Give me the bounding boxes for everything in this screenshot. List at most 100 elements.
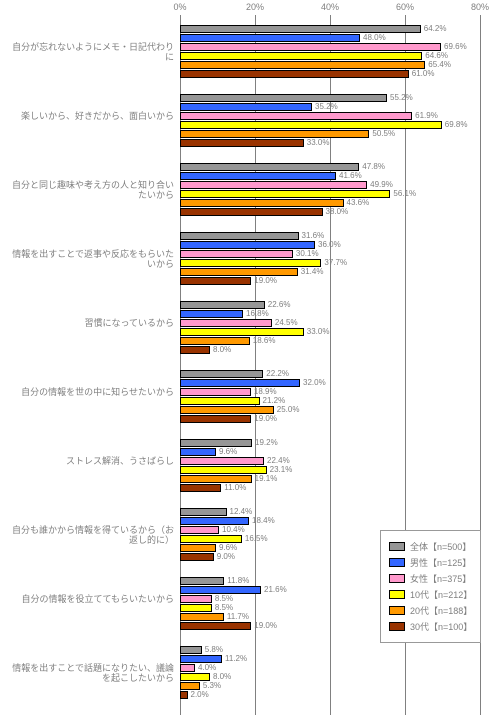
bar-value-label: 19.1% [255,474,278,483]
legend-swatch [389,542,405,551]
bar-value-label: 24.5% [275,318,298,327]
bar [180,328,304,336]
bar-value-label: 30.1% [296,249,319,258]
bar-value-label: 16.5% [245,534,268,543]
bar-value-label: 22.6% [268,300,291,309]
bar-value-label: 11.8% [227,576,249,585]
bar [180,346,210,354]
bar [180,241,315,249]
bar-value-label: 31.6% [302,231,325,240]
bar [180,484,221,492]
bar [180,337,250,345]
bar [180,121,442,129]
legend-item: 30代【n=100】 [389,620,472,633]
bar [180,103,312,111]
category-label: 楽しいから、好きだから、面白いから [4,111,174,122]
bar [180,517,249,525]
bar [180,544,216,552]
bar [180,646,202,654]
bar-value-label: 19.0% [254,621,277,630]
bar-value-label: 23.1% [270,465,293,474]
bar-value-label: 12.4% [230,507,253,516]
bar [180,163,359,171]
bar-value-label: 2.0% [191,690,209,699]
bar-value-label: 32.0% [303,378,326,387]
bar [180,94,387,102]
bar-value-label: 35.2% [315,102,338,111]
bar [180,232,299,240]
bar-value-label: 11.2% [225,654,247,663]
bar-value-label: 69.8% [445,120,468,129]
bar-value-label: 8.5% [215,603,233,612]
legend-swatch [389,558,405,567]
bar [180,52,422,60]
category-label: 自分と同じ趣味や考え方の人と知り合いたいから [4,180,174,202]
bar [180,199,344,207]
category-label: 習慣になっているから [4,318,174,329]
bar [180,535,242,543]
x-tick-label: 40% [321,2,339,12]
category-label: ストレス解消、うさばらし [4,456,174,467]
bar-value-label: 36.0% [318,240,341,249]
bar-value-label: 49.9% [370,180,393,189]
legend-swatch [389,622,405,631]
bar-value-label: 61.9% [415,111,438,120]
bar [180,595,212,603]
bar [180,655,222,663]
bar [180,466,267,474]
bar-value-label: 10.4% [222,525,245,534]
category-label: 自分も誰かから情報を得ているから（お返し的に） [4,525,174,547]
bar [180,259,321,267]
bar [180,448,216,456]
bar-value-label: 48.0% [363,33,386,42]
legend-item: 10代【n=212】 [389,588,472,601]
category-label: 情報を出すことで話題になりたい、議論を起こしたいから [4,663,174,685]
bar-value-label: 31.4% [301,267,324,276]
bar-value-label: 61.0% [412,69,435,78]
bar-value-label: 11.7% [227,612,249,621]
bar-value-label: 50.5% [372,129,395,138]
legend-swatch [389,606,405,615]
bar [180,673,210,681]
bar [180,250,293,258]
bar [180,682,200,690]
legend-label: 20代【n=188】 [410,604,472,617]
bar [180,388,251,396]
bar [180,397,260,405]
bar [180,43,441,51]
bar-value-label: 18.6% [253,336,276,345]
bar-value-label: 19.0% [254,414,277,423]
bar-value-label: 33.0% [307,138,330,147]
bar-value-label: 43.6% [347,198,370,207]
bar [180,613,224,621]
bar-value-label: 9.6% [219,543,237,552]
legend-swatch [389,574,405,583]
legend-item: 20代【n=188】 [389,604,472,617]
x-tick-label: 60% [396,2,414,12]
legend-swatch [389,590,405,599]
legend: 全体【n=500】男性【n=125】女性【n=375】10代【n=212】20代… [380,530,481,643]
bar-value-label: 9.6% [219,447,237,456]
bar [180,475,252,483]
bar-value-label: 4.0% [198,663,216,672]
bar [180,691,188,699]
bar-value-label: 55.2% [390,93,413,102]
bar [180,70,409,78]
bar [180,61,425,69]
bar-value-label: 41.6% [339,171,362,180]
bar-value-label: 9.0% [217,552,235,561]
bar-value-label: 69.6% [444,42,467,51]
legend-label: 全体【n=500】 [410,540,471,553]
bar [180,208,323,216]
chart-container: 64.2%48.0%69.6%64.6%65.4%61.0%55.2%35.2%… [0,0,502,724]
bar [180,526,219,534]
bar-value-label: 33.0% [307,327,330,336]
bar [180,25,421,33]
category-label: 自分の情報を役立ててもらいたいから [4,594,174,605]
bar [180,586,261,594]
bar [180,604,212,612]
bar [180,130,369,138]
bar [180,181,367,189]
bar-value-label: 64.6% [425,51,448,60]
bar-value-label: 18.9% [254,387,277,396]
